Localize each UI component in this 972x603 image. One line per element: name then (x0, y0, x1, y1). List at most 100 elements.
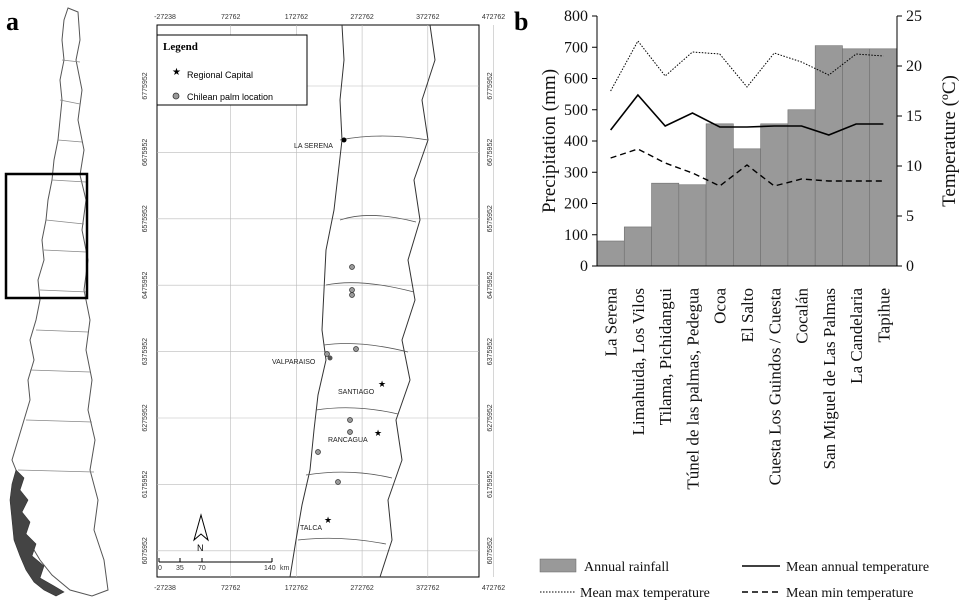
y-tick-label: 300 (564, 164, 588, 181)
city-talca: ★ TALCA (300, 516, 332, 532)
rainfall-bar (814, 45, 843, 267)
y-tick-label: 800 (564, 8, 588, 25)
scale-label: 70 (198, 565, 206, 572)
legend-swatch-rainfall (539, 558, 577, 573)
series-line-dashed (610, 148, 884, 187)
city-label: VALPARAISO (272, 359, 316, 366)
map-frame (156, 24, 480, 578)
y-ticks: 0 100 200 300 400 500 600 700 800 (564, 8, 597, 275)
rainfall-bar (623, 226, 652, 267)
rainfall-bar (705, 123, 734, 267)
map-y-tick: 6375952 (487, 338, 494, 365)
lines-group (610, 40, 884, 187)
rainfall-bar (596, 240, 625, 267)
map-y-tick: 6475952 (142, 271, 149, 298)
detail-map: -27238 72762 172762 272762 372762 472762 -272… (142, 14, 505, 592)
y-tick-label: 600 (564, 71, 588, 88)
y2-tick-label: 0 (906, 258, 914, 275)
palm-marker (349, 292, 355, 298)
map-x-tick: 472762 (482, 14, 505, 21)
city-santiago: ★ SANTIAGO (338, 380, 386, 396)
map-x-tick: 72762 (221, 14, 241, 21)
star-icon: ★ (378, 380, 386, 390)
rainfall-bar (787, 109, 816, 267)
star-icon: ★ (172, 67, 181, 78)
legend-label: Mean annual temperature (786, 560, 929, 575)
scale-label: km (280, 565, 290, 572)
map-y-tick: 6675952 (142, 139, 149, 166)
map-x-tick: 172762 (285, 14, 308, 21)
chart-legend: Annual rainfall Mean annual temperature … (539, 558, 929, 601)
city-marker (327, 355, 333, 361)
map-x-tick: 372762 (416, 14, 439, 21)
y-axis-label: Precipitation (mm) (539, 69, 560, 213)
map-legend-item: Chilean palm location (187, 92, 273, 102)
category-label: Tapihue (874, 288, 893, 343)
legend-label: Mean min temperature (786, 586, 914, 601)
y2-tick-label: 15 (906, 108, 922, 125)
y2-tick-label: 25 (906, 8, 922, 25)
category-label: Ocoa (711, 288, 730, 324)
city-la-serena: LA SERENA (294, 137, 347, 150)
map-legend-item: Regional Capital (187, 70, 253, 80)
rainfall-bar (733, 148, 761, 267)
series-line-dotted (610, 40, 884, 92)
map-y-tick: 6075952 (487, 537, 494, 564)
palm-marker (315, 449, 321, 455)
panel-letter-b: b (514, 7, 528, 36)
y2-tick-label: 10 (906, 158, 922, 175)
map-x-tick: 472762 (482, 585, 505, 592)
y-tick-label: 500 (564, 102, 588, 119)
y-tick-label: 200 (564, 196, 588, 213)
star-icon: ★ (374, 429, 382, 439)
study-area-box (4, 172, 89, 300)
y2-axis-label: Temperature (ºC) (939, 75, 960, 207)
map-legend-title: Legend (163, 41, 198, 53)
category-label: Túnel de las palmas, Pedegua (683, 288, 702, 490)
climate-chart: b Precipitation (mm) Temperature (ºC) 0 1… (514, 7, 960, 601)
bars-group (596, 45, 898, 267)
city-label: TALCA (300, 525, 322, 532)
city-rancagua: ★ RANCAGUA (328, 429, 382, 444)
palm-marker (324, 351, 330, 357)
star-icon: ★ (324, 516, 332, 526)
map-y-tick: 6275952 (487, 404, 494, 431)
map-x-ticks-top: -27238 72762 172762 272762 372762 472762 (154, 14, 505, 21)
y2-tick-label: 5 (906, 208, 914, 225)
category-label: Tilama, Pichidangui (656, 288, 675, 426)
category-label: Limahuida, Los Vilos (629, 288, 648, 435)
palm-marker (349, 264, 355, 270)
scale-label: 35 (176, 565, 184, 572)
region-borders (17, 59, 95, 473)
circle-icon (172, 92, 180, 100)
city-label: SANTIAGO (338, 389, 375, 396)
map-x-tick: 72762 (221, 585, 241, 592)
city-marker (341, 137, 347, 143)
map-x-ticks-bottom: -27238 72762 172762 272762 372762 472762 (154, 585, 505, 592)
map-y-tick: 6775952 (142, 72, 149, 99)
category-label: Cuesta Los Guindos / Cuesta (765, 288, 784, 486)
north-label: N (197, 543, 204, 553)
map-y-tick: 6175952 (142, 471, 149, 498)
category-label: Cocalán (793, 288, 812, 344)
andes-border (379, 24, 436, 578)
map-y-tick: 6575952 (487, 205, 494, 232)
map-legend-box (156, 34, 308, 106)
map-x-tick: 272762 (350, 585, 373, 592)
city-label: RANCAGUA (328, 437, 368, 444)
map-y-ticks-left: 6775952 6675952 6575952 6475952 6375952 62759… (142, 72, 149, 564)
category-label: La Candelaria (847, 288, 866, 384)
y-tick-label: 0 (580, 258, 588, 275)
north-arrow-icon: N (193, 513, 209, 553)
rainfall-bar (869, 48, 898, 267)
y-tick-label: 100 (564, 227, 588, 244)
southern-coast-islands (9, 469, 65, 597)
y2-tick-label: 20 (906, 58, 922, 75)
map-y-tick: 6575952 (142, 205, 149, 232)
city-valparaiso: VALPARAISO (272, 355, 333, 366)
map-x-tick: -27238 (154, 14, 176, 21)
city-label: LA SERENA (294, 143, 333, 150)
rainfall-bar (651, 182, 680, 267)
series-line-solid (610, 93, 884, 136)
